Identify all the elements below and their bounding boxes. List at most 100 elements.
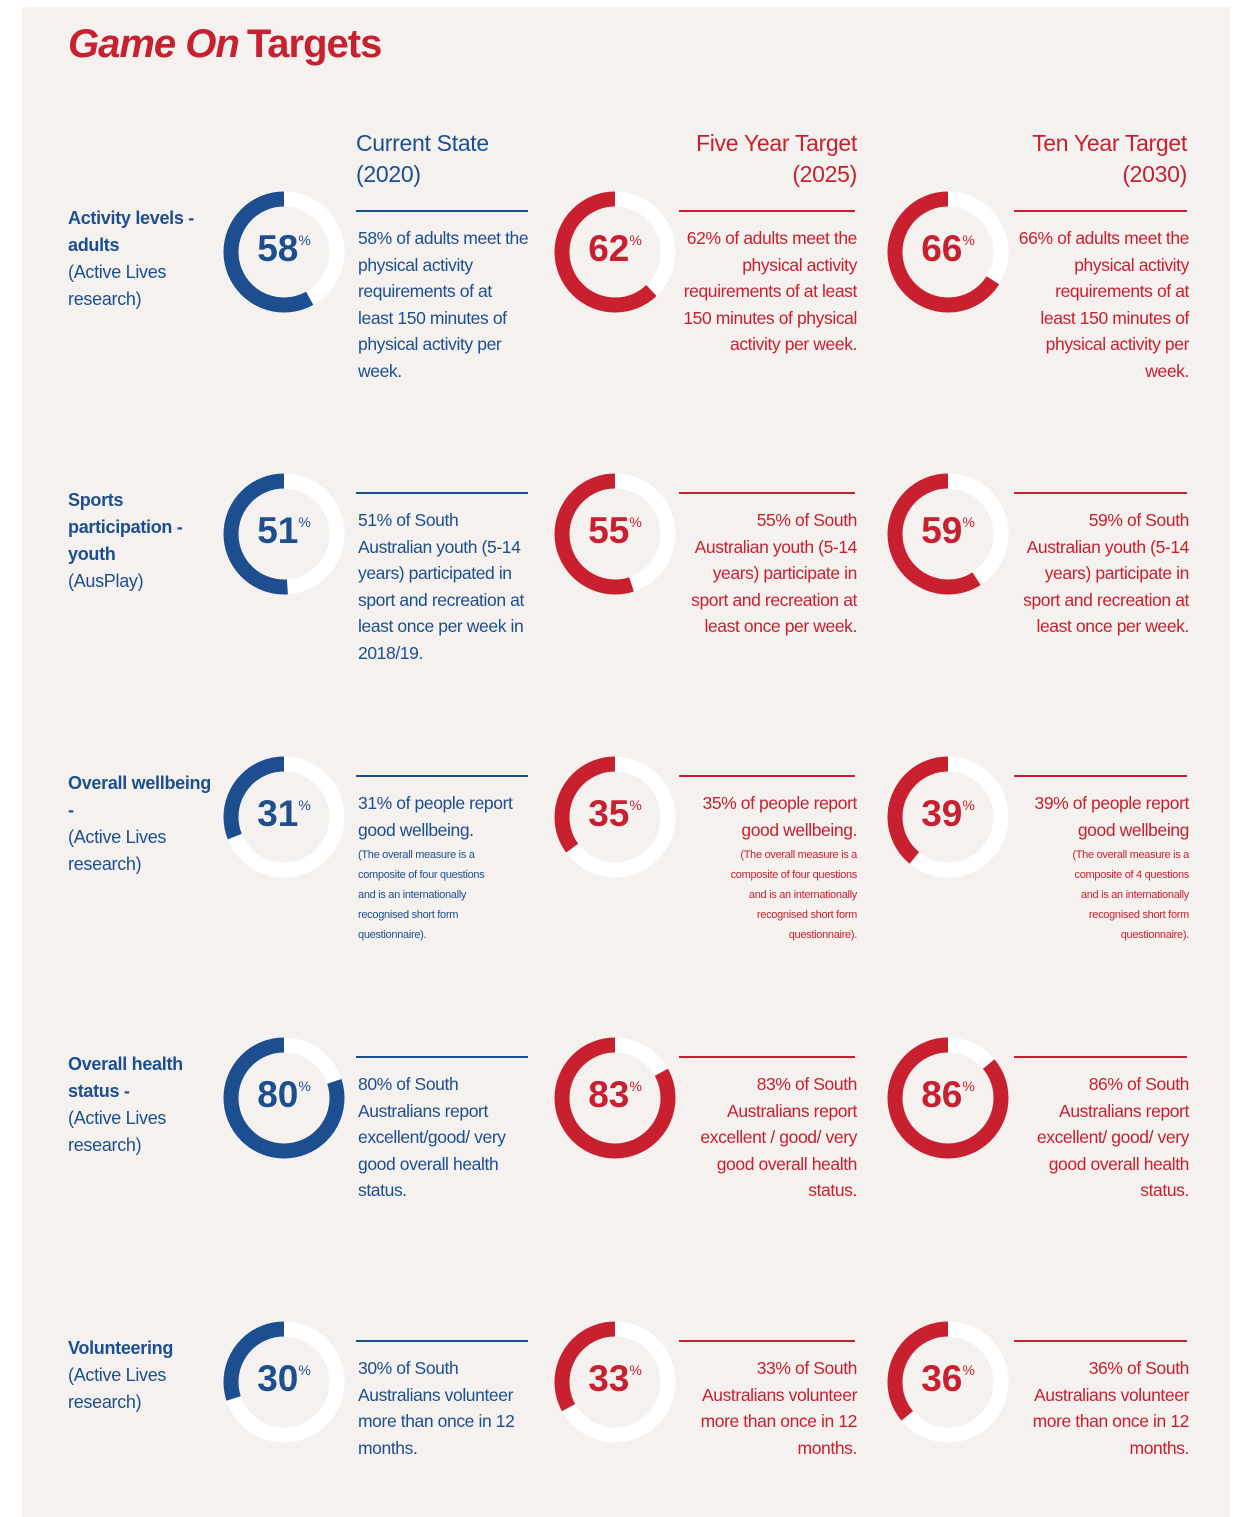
donut [887, 473, 1009, 595]
description-block: 80% of South Australians report excellen… [358, 1071, 530, 1204]
donut [554, 191, 676, 313]
row-label-title: Overall health status - [68, 1054, 183, 1101]
number-unit: % [629, 1078, 642, 1094]
title-emphasis: Game On [68, 22, 240, 66]
separator [1014, 1340, 1187, 1342]
row-label: Overall health status - (Active Lives res… [68, 1051, 216, 1159]
separator [1014, 1056, 1187, 1058]
row-label: Overall wellbeing - (Active Lives researc… [68, 770, 216, 878]
number-value: 80 [257, 1074, 299, 1115]
row-label-title: Activity levels - adults [68, 208, 194, 255]
donut [223, 1321, 345, 1443]
description: 55% of South Australian youth (5-14 year… [691, 510, 857, 636]
column-header: Current State (2020) [356, 128, 576, 190]
donut-arc [223, 756, 345, 878]
donut-number: 30% [224, 1358, 344, 1400]
description: 86% of South Australians report excellen… [1036, 1074, 1190, 1200]
donut-arc [554, 1037, 676, 1159]
number-unit: % [962, 232, 975, 248]
number-value: 36 [921, 1358, 963, 1399]
description-block: 35% of people report good wellbeing. (The… [681, 790, 858, 945]
number-value: 39 [921, 793, 963, 834]
donut-arc [554, 473, 676, 595]
donut-arc [887, 191, 1009, 313]
donut [223, 473, 345, 595]
separator [356, 1340, 528, 1342]
number-unit: % [962, 797, 975, 813]
separator [1014, 775, 1187, 777]
donut-arc [223, 1321, 345, 1443]
description-block: 66% of adults meet the physical activity… [1016, 225, 1190, 384]
column-name: Ten Year Target [1032, 130, 1187, 156]
donut-arc [554, 191, 676, 313]
donut-number: 80% [224, 1074, 344, 1116]
donut-arc [887, 756, 1009, 878]
number-unit: % [962, 514, 975, 530]
separator [1014, 210, 1187, 212]
number-value: 31 [257, 793, 299, 834]
description-block: 59% of South Australian youth (5-14 year… [1016, 507, 1189, 640]
donut-arc [223, 473, 345, 595]
row-label: Activity levels - adults (Active Lives re… [68, 205, 216, 313]
description: 62% of adults meet the physical activity… [683, 228, 857, 354]
separator [356, 775, 528, 777]
column-period: (2025) [792, 161, 857, 187]
separator [356, 1056, 528, 1058]
donut-arc [223, 1037, 345, 1159]
column-header: Five Year Target (2025) [637, 128, 857, 190]
column-name: Five Year Target [696, 130, 857, 156]
number-value: 51 [257, 510, 299, 551]
title-rest: Targets [246, 22, 383, 66]
description: 31% of people report good wellbeing. [358, 793, 513, 840]
donut-number: 66% [888, 228, 1008, 270]
note: (The overall measure is a composite of 4… [1072, 849, 1189, 941]
donut-number: 83% [555, 1074, 675, 1116]
description: 35% of people report good wellbeing. [702, 793, 858, 840]
donut-number: 58% [224, 228, 344, 270]
number-value: 66 [921, 228, 963, 269]
description: 59% of South Australian youth (5-14 year… [1023, 510, 1189, 636]
row-label-source: (Active Lives research) [68, 262, 167, 309]
donut [223, 756, 345, 878]
number-value: 62 [588, 228, 630, 269]
description: 39% of people report good wellbeing [1034, 793, 1190, 840]
description-block: 86% of South Australians report excellen… [1016, 1071, 1190, 1204]
separator [356, 492, 528, 494]
number-value: 30 [257, 1358, 299, 1399]
donut-arc [554, 1321, 676, 1443]
number-value: 58 [257, 228, 299, 269]
donut [554, 756, 676, 878]
separator [679, 1340, 855, 1342]
donut-number: 59% [888, 510, 1008, 552]
description-block: 58% of adults meet the physical activity… [358, 225, 530, 384]
donut-arc [223, 191, 345, 313]
donut-number: 33% [555, 1358, 675, 1400]
row-label-source: (Active Lives research) [68, 1365, 167, 1412]
number-unit: % [298, 232, 311, 248]
number-unit: % [629, 1362, 642, 1378]
number-unit: % [629, 797, 642, 813]
number-unit: % [962, 1362, 975, 1378]
note: (The overall measure is a composite of f… [358, 849, 485, 941]
number-value: 35 [588, 793, 630, 834]
row-label-source: (Active Lives research) [68, 1108, 167, 1155]
column-header: Ten Year Target (2030) [967, 128, 1187, 190]
column-period: (2020) [356, 161, 421, 187]
description: 80% of South Australians report excellen… [358, 1074, 506, 1200]
number-unit: % [962, 1078, 975, 1094]
number-value: 55 [588, 510, 630, 551]
donut [554, 1037, 676, 1159]
donut-number: 55% [555, 510, 675, 552]
description: 83% of South Australians report excellen… [700, 1074, 857, 1200]
row-label-source: (AusPlay) [68, 571, 144, 591]
description-block: 51% of South Australian youth (5-14 year… [358, 507, 530, 666]
description-block: 36% of South Australians volunteer more … [1016, 1355, 1190, 1461]
description: 36% of South Australians volunteer more … [1032, 1358, 1190, 1458]
donut-number: 39% [888, 793, 1008, 835]
description-block: 39% of people report good wellbeing (The … [1016, 790, 1190, 945]
donut-number: 62% [555, 228, 675, 270]
description-block: 30% of South Australians volunteer more … [358, 1355, 530, 1461]
number-unit: % [298, 1362, 311, 1378]
description-block: 83% of South Australians report excellen… [681, 1071, 857, 1204]
